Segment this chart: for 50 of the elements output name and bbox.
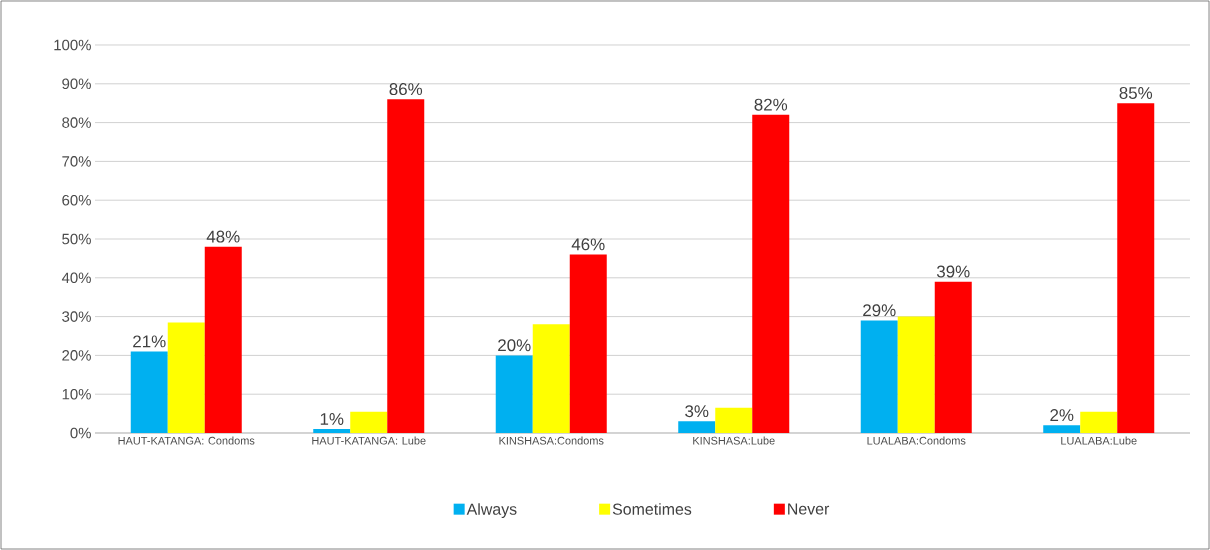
- y-tick-label: 60%: [62, 194, 91, 206]
- bar: [1043, 425, 1081, 433]
- x-tick-label: HAUT-KATANGA: Condoms: [118, 436, 255, 445]
- data-label: 1%: [320, 413, 344, 425]
- y-tick-label: 20%: [62, 350, 91, 361]
- bar: [167, 322, 205, 433]
- y-tick-label: 50%: [62, 233, 91, 245]
- y-tick-label: 90%: [62, 78, 91, 90]
- data-label: 85%: [1119, 87, 1153, 99]
- y-tick-label: 40%: [61, 272, 91, 284]
- data-label: 86%: [389, 83, 423, 96]
- y-tick-label: 70%: [62, 156, 91, 167]
- bar: [130, 351, 168, 433]
- legend-label: Always: [466, 503, 517, 519]
- bar: [860, 320, 898, 433]
- x-tick-label: KINSHASA:Condoms: [499, 436, 604, 445]
- bar: [678, 421, 716, 433]
- y-tick-label: 0%: [70, 427, 91, 439]
- data-label: 39%: [936, 265, 970, 278]
- data-label: 3%: [685, 405, 709, 418]
- data-label: 82%: [754, 98, 788, 111]
- legend-label: Sometimes: [612, 503, 692, 515]
- x-tick-label: KINSHASA:Lube: [693, 436, 775, 445]
- bar: [204, 246, 242, 433]
- bar: [350, 411, 388, 433]
- bar: [1080, 411, 1118, 433]
- data-label: 29%: [863, 304, 896, 317]
- bar: [569, 254, 607, 433]
- y-tick-label: 10%: [62, 388, 91, 400]
- bar: [495, 355, 533, 433]
- data-label: 21%: [133, 335, 166, 348]
- data-label: 46%: [571, 238, 605, 251]
- x-tick-label: LUALABA:Lube: [1061, 436, 1137, 445]
- bar: [313, 429, 351, 433]
- x-tick-label: HAUT-KATANGA: Lube: [312, 436, 426, 445]
- data-label: 2%: [1050, 409, 1074, 422]
- y-tick-label: 80%: [62, 117, 91, 128]
- bar: [752, 114, 790, 433]
- bar: [387, 99, 425, 433]
- legend-label: Never: [788, 503, 830, 515]
- y-tick-label: 100%: [54, 39, 91, 51]
- y-tick-label: 30%: [62, 311, 91, 322]
- data-label: 48%: [206, 230, 240, 243]
- bar: [715, 407, 753, 433]
- x-tick-label: LUALABA:Condoms: [867, 436, 966, 445]
- data-label: 20%: [498, 339, 531, 352]
- bar: [1117, 103, 1155, 433]
- bar: [897, 316, 935, 433]
- bar: [532, 324, 570, 433]
- bar: [934, 281, 972, 433]
